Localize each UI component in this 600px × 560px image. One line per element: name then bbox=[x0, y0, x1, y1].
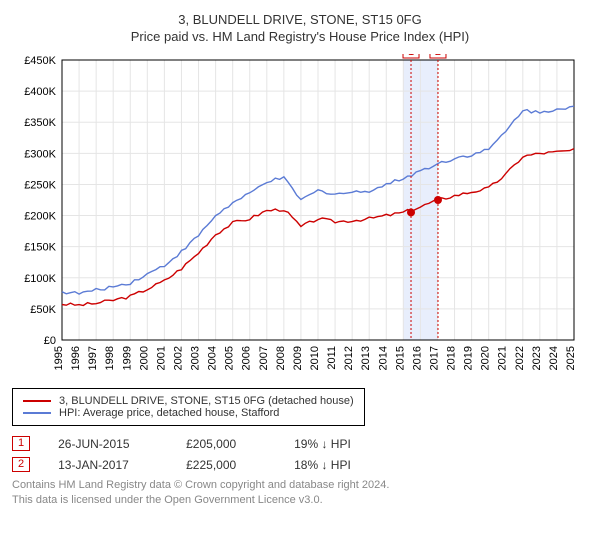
svg-text:2014: 2014 bbox=[377, 346, 389, 370]
svg-text:2015: 2015 bbox=[394, 346, 406, 370]
legend-label: 3, BLUNDELL DRIVE, STONE, ST15 0FG (deta… bbox=[59, 395, 354, 407]
legend-box: 3, BLUNDELL DRIVE, STONE, ST15 0FG (deta… bbox=[12, 388, 365, 426]
legend-item-hpi: HPI: Average price, detached house, Staf… bbox=[23, 407, 354, 419]
legend-swatch bbox=[23, 412, 51, 414]
marker-badge: 1 bbox=[12, 436, 30, 451]
licence-text: Contains HM Land Registry data © Crown c… bbox=[12, 478, 588, 509]
svg-text:£100K: £100K bbox=[24, 273, 56, 285]
svg-text:2011: 2011 bbox=[326, 346, 338, 370]
legend-swatch bbox=[23, 400, 51, 402]
svg-text:£250K: £250K bbox=[24, 179, 56, 191]
svg-text:2016: 2016 bbox=[411, 346, 423, 370]
svg-text:2001: 2001 bbox=[155, 346, 167, 370]
table-row: 1 26-JUN-2015 £205,000 19% ↓ HPI bbox=[12, 436, 588, 451]
svg-text:£150K: £150K bbox=[24, 242, 56, 254]
licence-line: This data is licensed under the Open Gov… bbox=[12, 494, 323, 506]
svg-text:£50K: £50K bbox=[30, 304, 56, 316]
svg-text:2024: 2024 bbox=[548, 346, 560, 370]
svg-text:2020: 2020 bbox=[480, 346, 492, 370]
price-chart: £0 £50K £100K £150K £200K £250K £300K £350K £400… bbox=[12, 54, 588, 384]
svg-text:1: 1 bbox=[408, 54, 414, 58]
licence-line: Contains HM Land Registry data © Crown c… bbox=[12, 479, 389, 491]
svg-text:2013: 2013 bbox=[360, 346, 372, 370]
svg-text:1998: 1998 bbox=[104, 346, 116, 370]
svg-text:2019: 2019 bbox=[463, 346, 475, 370]
svg-text:2021: 2021 bbox=[497, 346, 509, 370]
table-row: 2 13-JAN-2017 £225,000 18% ↓ HPI bbox=[12, 457, 588, 472]
svg-text:2000: 2000 bbox=[138, 346, 150, 370]
svg-text:1999: 1999 bbox=[121, 346, 133, 370]
svg-text:£0: £0 bbox=[44, 335, 56, 347]
tx-date: 13-JAN-2017 bbox=[58, 458, 158, 472]
svg-text:£200K: £200K bbox=[24, 211, 56, 223]
chart-svg: £0 £50K £100K £150K £200K £250K £300K £350K £400… bbox=[12, 54, 588, 384]
svg-text:2017: 2017 bbox=[428, 346, 440, 370]
svg-text:2022: 2022 bbox=[514, 346, 526, 370]
svg-text:2008: 2008 bbox=[275, 346, 287, 370]
tx-date: 26-JUN-2015 bbox=[58, 437, 158, 451]
tx-hpi-delta: 18% ↓ HPI bbox=[294, 458, 384, 472]
svg-text:2006: 2006 bbox=[241, 346, 253, 370]
tx-hpi-delta: 19% ↓ HPI bbox=[294, 437, 384, 451]
svg-text:2: 2 bbox=[435, 54, 441, 58]
transactions-table: 1 26-JUN-2015 £205,000 19% ↓ HPI 2 13-JA… bbox=[12, 436, 588, 472]
svg-text:2005: 2005 bbox=[224, 346, 236, 370]
svg-text:2004: 2004 bbox=[207, 346, 219, 370]
page-title: 3, BLUNDELL DRIVE, STONE, ST15 0FG bbox=[12, 12, 588, 27]
svg-text:2002: 2002 bbox=[172, 346, 184, 370]
svg-text:£350K: £350K bbox=[24, 117, 56, 129]
svg-text:2010: 2010 bbox=[309, 346, 321, 370]
svg-text:2012: 2012 bbox=[343, 346, 355, 370]
legend-label: HPI: Average price, detached house, Staf… bbox=[59, 407, 279, 419]
legend-item-price-paid: 3, BLUNDELL DRIVE, STONE, ST15 0FG (deta… bbox=[23, 395, 354, 407]
svg-text:£400K: £400K bbox=[24, 86, 56, 98]
marker-badge: 2 bbox=[12, 457, 30, 472]
svg-text:1996: 1996 bbox=[70, 346, 82, 370]
svg-text:2018: 2018 bbox=[446, 346, 458, 370]
svg-text:2025: 2025 bbox=[565, 346, 577, 370]
svg-text:2023: 2023 bbox=[531, 346, 543, 370]
tx-price: £205,000 bbox=[186, 437, 266, 451]
svg-text:1997: 1997 bbox=[87, 346, 99, 370]
svg-text:£300K: £300K bbox=[24, 148, 56, 160]
svg-text:2003: 2003 bbox=[190, 346, 202, 370]
tx-price: £225,000 bbox=[186, 458, 266, 472]
page-subtitle: Price paid vs. HM Land Registry's House … bbox=[12, 29, 588, 44]
svg-text:2007: 2007 bbox=[258, 346, 270, 370]
svg-text:2009: 2009 bbox=[292, 346, 304, 370]
svg-text:1995: 1995 bbox=[53, 346, 65, 370]
svg-text:£450K: £450K bbox=[24, 55, 56, 67]
